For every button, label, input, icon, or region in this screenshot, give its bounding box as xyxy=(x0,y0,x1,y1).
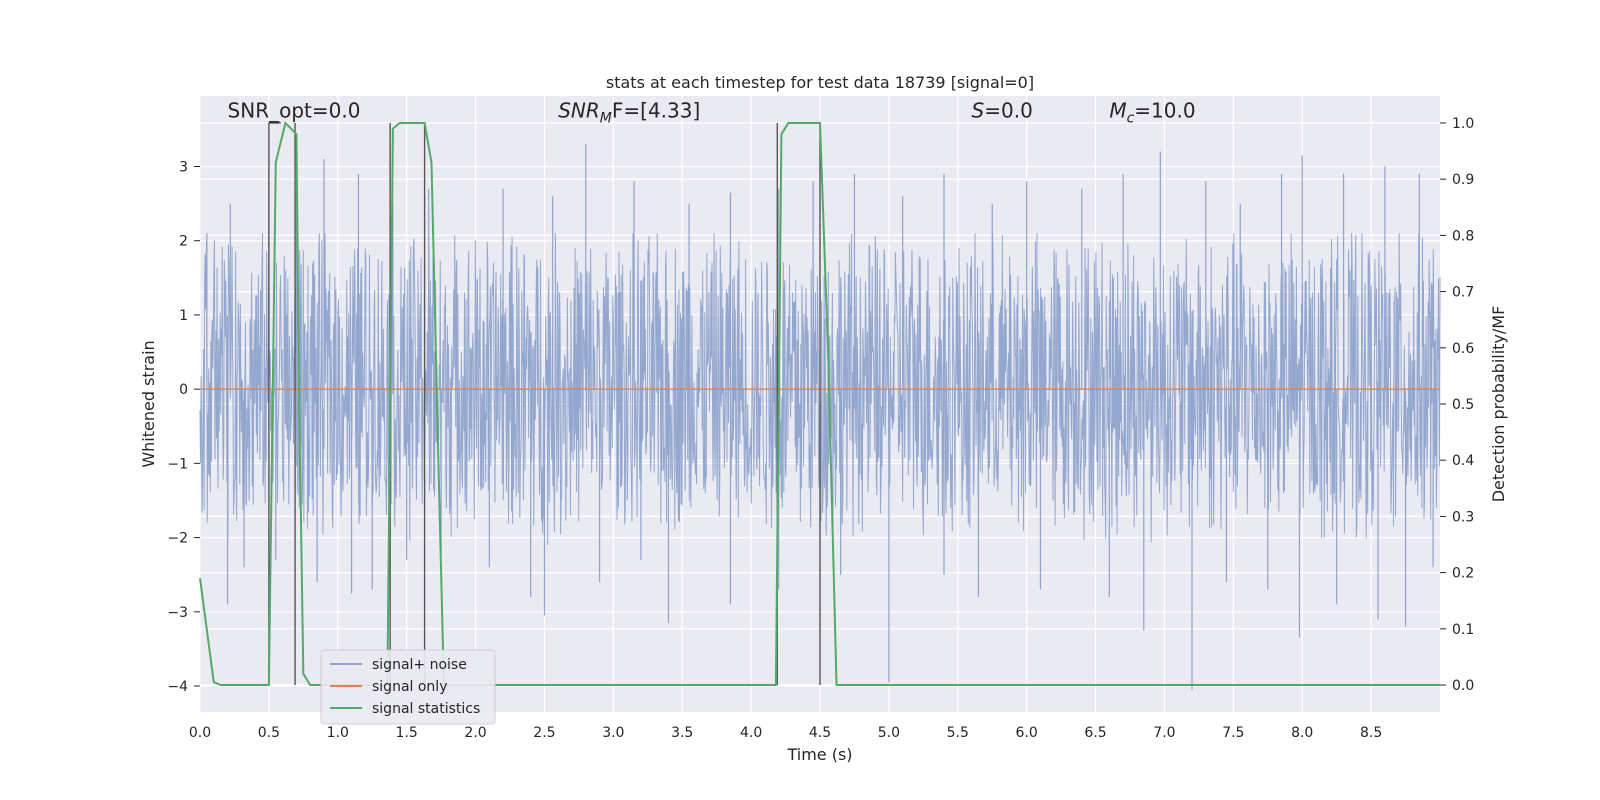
x-tick-label: 5.0 xyxy=(878,725,900,741)
annotation: S=0.0 xyxy=(972,98,1033,122)
x-tick-label: 8.0 xyxy=(1291,725,1313,741)
y2-tick-label: 0.6 xyxy=(1452,341,1474,357)
x-tick-label: 2.5 xyxy=(533,725,555,741)
x-tick-label: 6.5 xyxy=(1084,725,1106,741)
x-tick-label: 6.0 xyxy=(1016,725,1038,741)
x-tick-label: 2.0 xyxy=(464,725,486,741)
y-tick-label: −4 xyxy=(167,679,188,695)
y-tick-label: −3 xyxy=(167,605,188,621)
x-tick-label: 7.0 xyxy=(1153,725,1175,741)
x-tick-label: 4.5 xyxy=(809,725,831,741)
annotations: SNR_opt=0.0 SNRMF=[4.33] S=0.0 Mc=10.0 xyxy=(228,98,1196,126)
y2-tick-label: 0.8 xyxy=(1452,228,1474,244)
y2-tick-label: 0.2 xyxy=(1452,566,1474,582)
x-tick-label: 3.5 xyxy=(671,725,693,741)
chart-title: stats at each timestep for test data 187… xyxy=(606,73,1034,92)
x-tick-label: 0.0 xyxy=(189,725,211,741)
signal-statistics-line xyxy=(199,120,1440,687)
y-tick-label: −1 xyxy=(167,456,188,472)
y2-axis: 1.0 0.9 0.8 0.7 0.6 0.5 0.4 0.3 0.2 0.1 0.0 xyxy=(1440,116,1474,694)
annotation: Mc=10.0 xyxy=(1109,98,1195,126)
legend-label-signal-noise: signal+ noise xyxy=(372,657,467,673)
y2-tick-label: 0.4 xyxy=(1452,453,1474,469)
y2-tick-label: 0.5 xyxy=(1452,397,1474,413)
x-tick-label: 4.0 xyxy=(740,725,762,741)
annotation: SNRMF=[4.33] xyxy=(558,98,700,126)
series-signal-statistics xyxy=(199,120,1440,687)
y2-tick-label: 0.3 xyxy=(1452,509,1474,525)
legend-label-signal-statistics: signal statistics xyxy=(372,701,480,717)
y-tick-label: 1 xyxy=(179,308,188,324)
y2-tick-label: 1.0 xyxy=(1452,116,1474,132)
annotation: SNR_opt=0.0 xyxy=(228,98,361,122)
y2-tick-label: 0.9 xyxy=(1452,172,1474,188)
legend-box xyxy=(320,649,496,725)
y2-tick-label: 0.1 xyxy=(1452,622,1474,638)
y2-axis-label: Detection probability/MF xyxy=(1489,306,1508,503)
y-axis-label: Whitened strain xyxy=(139,340,158,467)
y-axis: 3 2 1 0 −1 −2 −3 −4 xyxy=(167,160,200,695)
x-tick-label: 5.5 xyxy=(947,725,969,741)
y-tick-label: −2 xyxy=(167,531,188,547)
y2-tick-label: 0.0 xyxy=(1452,678,1474,694)
x-tick-label: 0.5 xyxy=(258,725,280,741)
y-tick-label: 2 xyxy=(179,234,188,250)
x-tick-label: 3.0 xyxy=(602,725,624,741)
legend: signal+ noise signal only signal statist… xyxy=(320,649,496,725)
y2-tick-label: 0.7 xyxy=(1452,285,1474,301)
x-tick-label: 7.5 xyxy=(1222,725,1244,741)
x-tick-label: 1.0 xyxy=(327,725,349,741)
x-tick-label: 1.5 xyxy=(396,725,418,741)
x-axis-label: Time (s) xyxy=(786,745,852,764)
x-tick-label: 8.5 xyxy=(1360,725,1382,741)
x-axis: 0.0 0.5 1.0 1.5 2.0 2.5 3.0 3.5 4.0 4.5 5.0 5.5 6.0 6… xyxy=(189,725,1382,741)
legend-label-signal-only: signal only xyxy=(372,679,447,695)
y-tick-label: 3 xyxy=(179,160,188,176)
y-tick-label: 0 xyxy=(179,382,188,398)
